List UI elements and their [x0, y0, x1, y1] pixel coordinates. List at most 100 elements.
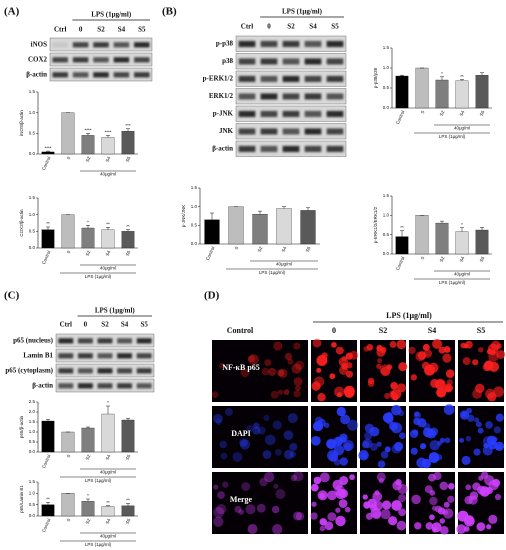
cell: [376, 441, 382, 447]
blot-band: [93, 42, 109, 48]
y-tick-label: 1.0: [29, 212, 36, 217]
treatment-label: LPS (1μg/ml): [282, 8, 323, 16]
cell: [428, 451, 440, 463]
error-bar: [86, 498, 90, 502]
x-axis-label: LPS (1μg/ml): [85, 478, 112, 483]
cell: [410, 447, 418, 455]
cell: [445, 369, 455, 378]
blot-row-label: p-JNK: [213, 109, 234, 117]
blot-band: [52, 57, 68, 63]
y-tick-label: 0.5: [191, 223, 198, 228]
cell: [261, 367, 270, 376]
bar: [455, 231, 469, 255]
blot-row-label: iNOS: [31, 40, 47, 48]
cell: [443, 509, 449, 515]
cell: [256, 503, 266, 513]
cell: [264, 471, 275, 483]
blot-band: [304, 75, 322, 83]
x-tick-label: S2: [257, 245, 264, 253]
cell: [465, 484, 472, 491]
cell: [349, 474, 355, 481]
treatment-label: LPS (1μg/ml): [95, 307, 136, 315]
error-bar: [440, 220, 444, 224]
group-label: 40μg/ml: [454, 126, 470, 131]
cell: [435, 505, 443, 513]
group-label: 40μg/ml: [454, 272, 470, 277]
cell: [293, 390, 301, 398]
cell: [439, 526, 449, 535]
error-bar: [282, 206, 286, 209]
cell: [392, 394, 399, 401]
cell: [284, 352, 293, 361]
blot-band: [134, 72, 150, 78]
significance-label: ***: [125, 123, 131, 128]
cell: [317, 393, 326, 402]
bar: [61, 431, 75, 453]
y-tick-label: 0.0: [29, 151, 36, 156]
cell: [324, 521, 334, 531]
cell: [247, 355, 256, 363]
blot-band: [326, 128, 344, 135]
cell: [462, 357, 471, 366]
cell: [313, 421, 322, 431]
cell: [316, 367, 322, 373]
cell: [413, 411, 422, 420]
cell: [240, 368, 250, 378]
cell: [313, 476, 322, 485]
y-tick-label: 1.5: [29, 419, 36, 424]
cell: [219, 440, 227, 449]
cell: [464, 515, 474, 525]
cell: [323, 422, 330, 428]
blot-band: [282, 110, 300, 118]
bar: [395, 75, 409, 109]
blot-band: [238, 128, 256, 135]
blot-band: [238, 75, 256, 83]
cell: [358, 449, 369, 461]
y-tick-label: 0.0: [29, 245, 36, 250]
cell: [253, 422, 260, 429]
cell: [394, 441, 404, 452]
cell: [272, 524, 283, 535]
cell: [335, 488, 347, 500]
bar: [475, 229, 489, 255]
error-bar: [86, 225, 90, 228]
y-axis-label: p-p38/p38: [373, 67, 378, 88]
cell: [272, 420, 282, 430]
cell: [283, 430, 294, 441]
cell: [389, 390, 395, 396]
y-tick-label: 1.0: [383, 65, 390, 70]
cell: [429, 514, 435, 521]
cell: [289, 451, 297, 458]
cell: [396, 339, 407, 350]
error-bar: [210, 212, 214, 220]
cell: [277, 369, 285, 377]
cell: [446, 379, 453, 386]
cell: [257, 426, 266, 435]
y-tick-label: 1.5: [29, 195, 36, 200]
cell: [398, 494, 407, 503]
micrograph: [358, 404, 406, 469]
blot-band: [77, 353, 93, 359]
cell: [283, 449, 294, 460]
blot-band: [260, 128, 278, 135]
cell: [456, 524, 467, 534]
cell: [463, 343, 469, 349]
cell: [273, 341, 283, 351]
x-axis-label: LPS (1μg/ml): [439, 280, 466, 285]
micrograph: [211, 340, 308, 402]
significance-label: ****: [44, 145, 51, 150]
cell: [278, 368, 288, 378]
x-tick-label: S5: [479, 109, 486, 117]
row-label: Merge: [230, 495, 253, 504]
x-tick-label: Control: [395, 110, 406, 125]
lane-label: S2: [287, 23, 295, 31]
bar: [41, 229, 55, 249]
panel-label: (D): [204, 290, 220, 302]
cell: [438, 346, 446, 354]
cell: [333, 458, 341, 466]
bar: [252, 213, 268, 245]
significance-label: **: [46, 221, 50, 226]
cell: [222, 481, 229, 488]
x-tick-label: 0: [66, 249, 72, 254]
cell: [494, 441, 505, 452]
